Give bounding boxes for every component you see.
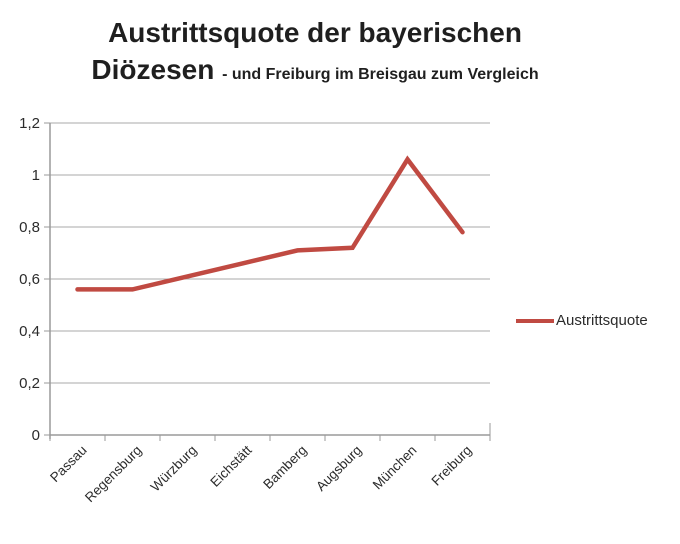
y-tick-label: 1 bbox=[32, 167, 40, 184]
legend: Austrittsquote bbox=[516, 312, 648, 329]
chart-title-line2: Diözesen - und Freiburg im Breisgau zum … bbox=[55, 51, 575, 93]
chart-title: Austrittsquote der bayerischen Diözesen … bbox=[55, 14, 575, 93]
y-tick-label: 0,4 bbox=[19, 323, 40, 340]
y-tick-label: 0,6 bbox=[19, 271, 40, 288]
x-category-label: Passau bbox=[47, 443, 89, 485]
x-category-label: Eichstätt bbox=[207, 442, 254, 489]
series-line-austrittsquote bbox=[75, 155, 465, 292]
x-category-label: Augsburg bbox=[313, 443, 364, 494]
legend-label: Austrittsquote bbox=[556, 312, 648, 329]
y-tick-label: 0,8 bbox=[19, 219, 40, 236]
x-category-label: Freiburg bbox=[428, 443, 474, 489]
x-category-label: Würzburg bbox=[148, 443, 200, 495]
y-tick-label: 0 bbox=[32, 427, 40, 444]
x-category-label: München bbox=[370, 443, 420, 493]
y-tick-label: 1,2 bbox=[19, 115, 40, 132]
chart-subtitle: - und Freiburg im Breisgau zum Vergleich bbox=[222, 66, 539, 83]
y-tick-label: 0,2 bbox=[19, 375, 40, 392]
legend-line-swatch bbox=[516, 318, 554, 323]
chart-title-line2-large: Diözesen bbox=[91, 54, 215, 85]
chart-title-line1: Austrittsquote der bayerischen bbox=[108, 17, 522, 48]
x-category-label: Regensburg bbox=[82, 443, 145, 506]
x-category-label: Bamberg bbox=[260, 443, 309, 492]
